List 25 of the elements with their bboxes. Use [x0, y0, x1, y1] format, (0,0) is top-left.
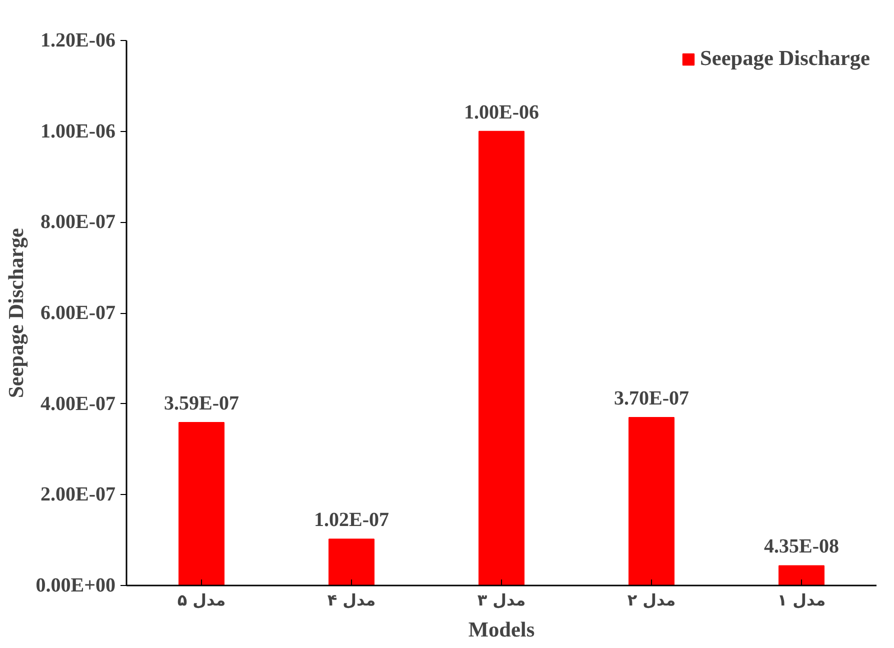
x-tick-label: مدل ۲ [627, 590, 676, 610]
x-tick-label: مدل ۱ [777, 590, 826, 610]
x-tick-label: مدل ۵ [177, 590, 226, 610]
data-label: 4.35E-08 [764, 536, 839, 558]
y-tick-label: 1.00E-06 [40, 120, 116, 142]
data-label: 1.02E-07 [314, 509, 389, 532]
y-axis-title: Seepage Discharge [4, 228, 28, 398]
legend-label: Seepage Discharge [700, 46, 870, 71]
x-axis-title: Models [468, 618, 535, 642]
data-label: 3.59E-07 [164, 392, 239, 414]
y-tick-label: 2.00E-07 [40, 484, 116, 506]
bar [478, 130, 524, 586]
data-label: 3.70E-07 [614, 387, 689, 410]
y-tick-label: 6.00E-07 [40, 302, 116, 324]
x-tick-label: مدل ۴ [327, 590, 376, 610]
bar [328, 538, 374, 586]
bar [778, 565, 824, 586]
y-tick-label: 4.00E-07 [40, 392, 116, 415]
y-tick-label: 8.00E-07 [40, 211, 116, 234]
bar [628, 416, 674, 586]
y-tick-label: 1.20E-06 [40, 30, 116, 52]
data-label: 1.00E-06 [464, 101, 539, 124]
bar [178, 422, 224, 586]
x-tick-label: مدل ۳ [477, 590, 526, 610]
y-tick-label: 0.00E+00 [36, 574, 116, 596]
